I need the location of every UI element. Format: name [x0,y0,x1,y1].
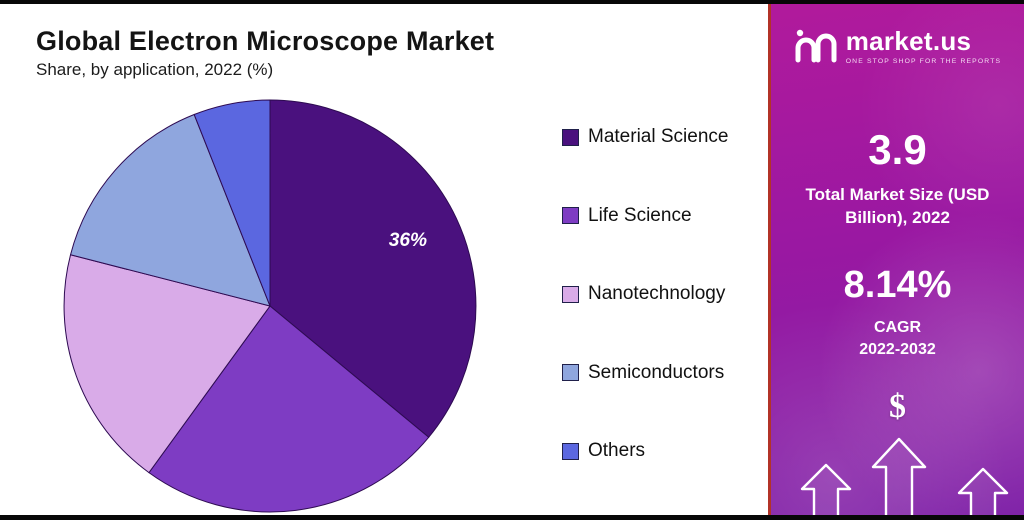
legend-label-material-science: Material Science [588,126,729,147]
legend-label-semiconductors: Semiconductors [588,361,725,383]
marketus-logo-icon [795,29,837,63]
pie-slice-value-label: 36% [389,230,427,251]
market-size-value: 3.9 [868,126,927,173]
chart-legend: Material Science Life Science Nanotechnolo… [562,126,728,462]
logo: market.us ONE STOP SHOP FOR THE REPORTS [771,26,1024,66]
pie-slice-material-science [269,99,477,438]
legend-swatch-nanotechnology [562,285,579,303]
cagr-label-text: CAGR [873,318,922,336]
legend-swatch-material-science [562,128,579,146]
chart-title: Global Electron Microscope Market [36,26,495,56]
dollar-icon: $ [889,387,906,425]
market-size-label: Total Market Size (USD Billion), 2022 [805,185,990,227]
pie-slice-semiconductors [69,113,271,307]
legend-label-others: Others [588,440,646,461]
pie-slice-others [193,99,271,307]
pie-chart: 36% [58,94,482,523]
legend-label-nanotechnology: Nanotechnology [588,283,726,304]
logo-name: market.us [845,25,972,56]
legend-item-nanotechnology: Nanotechnology [562,283,728,305]
logo-tagline: ONE STOP SHOP FOR THE REPORTS [845,57,1002,65]
legend-item-material-science: Material Science [562,126,728,148]
legend-swatch-life-science [562,207,579,224]
cagr-value: 8.14% [843,263,952,306]
chart-section: Global Electron Microscope Market Share,… [0,4,768,515]
promo-panel: market.us ONE STOP SHOP FOR THE REPORTS … [768,4,1024,515]
legend-label-life-science: Life Science [588,204,692,226]
legend-item-life-science: Life Science [562,205,728,227]
legend-swatch-others [562,442,579,460]
pie-chart-svg: 36% [63,99,477,513]
legend-item-semiconductors: Semiconductors [562,362,728,384]
pie-slice-life-science [148,305,430,513]
logo-texts: market.us ONE STOP SHOP FOR THE REPORTS [846,28,1001,65]
cagr-label: CAGR 2022-2032 [771,317,1024,362]
cagr-period: 2022-2032 [859,341,936,359]
legend-item-others: Others [562,440,728,462]
growth-arrows-icon [800,437,1009,515]
legend-swatch-semiconductors [562,364,579,381]
pie-slice-nanotechnology [63,254,271,474]
chart-subtitle: Share, by application, 2022 (%) [36,60,274,79]
